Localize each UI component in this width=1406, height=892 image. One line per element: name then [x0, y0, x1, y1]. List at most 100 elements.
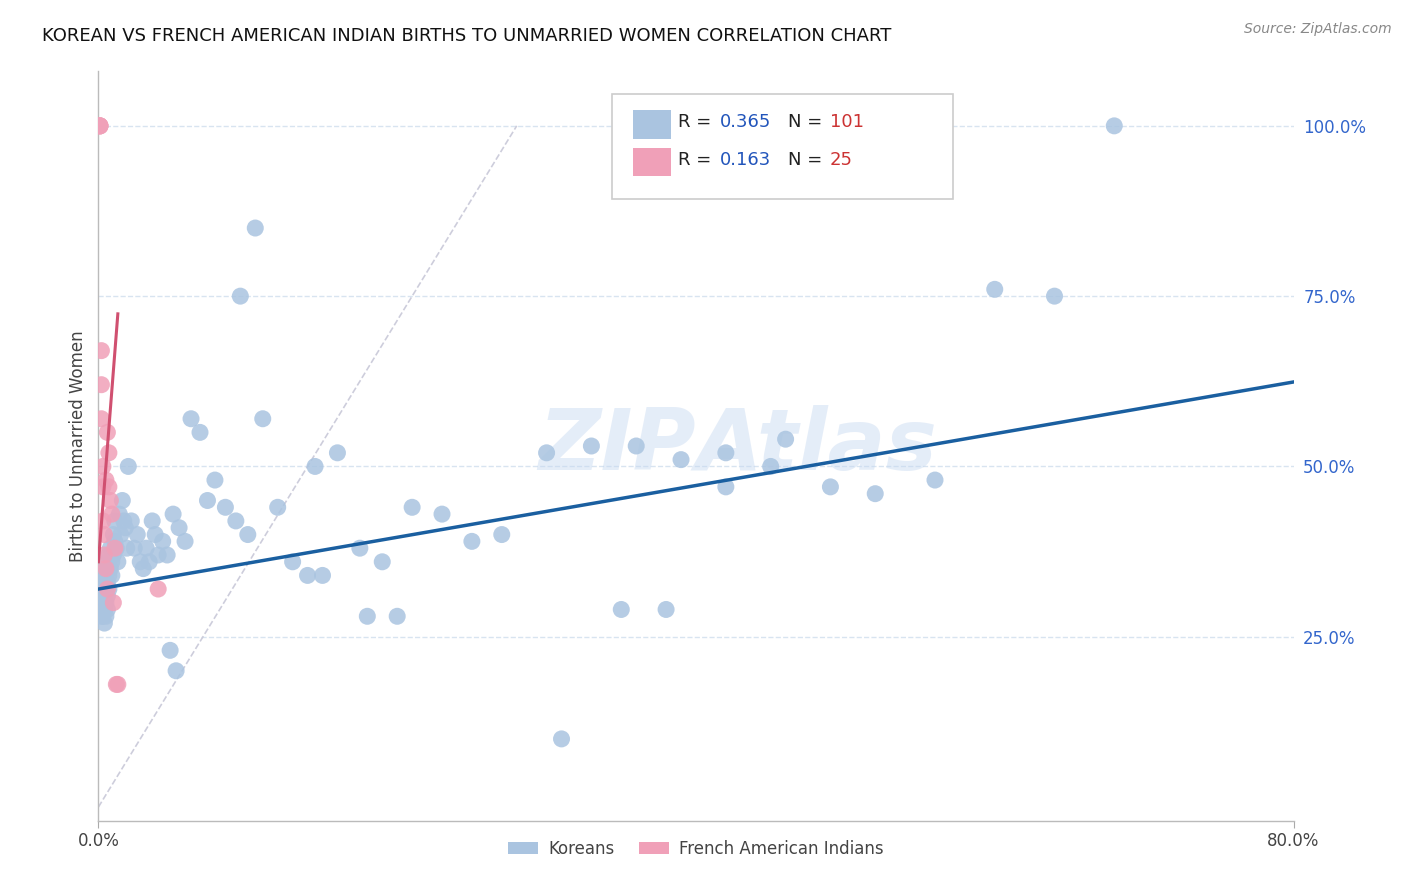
Point: [108, 507, 131, 521]
Point: [820, 480, 842, 494]
Point: [105, 677, 128, 691]
Point: [252, 411, 274, 425]
Point: [91, 609, 114, 624]
Point: [162, 507, 184, 521]
Point: [96, 582, 118, 596]
Point: [94, 473, 117, 487]
Point: [96, 425, 118, 440]
Point: [188, 425, 211, 440]
Point: [430, 507, 453, 521]
Point: [156, 548, 179, 562]
Point: [626, 439, 648, 453]
Point: [385, 609, 409, 624]
Point: [103, 596, 125, 610]
Point: [152, 534, 174, 549]
Point: [984, 282, 1007, 296]
Point: [304, 459, 326, 474]
Point: [115, 541, 138, 556]
Point: [371, 555, 394, 569]
Point: [197, 493, 219, 508]
Point: [236, 527, 259, 541]
Point: [93, 616, 115, 631]
Point: [214, 500, 236, 515]
Point: [89, 119, 111, 133]
Point: [93, 575, 115, 590]
Text: KOREAN VS FRENCH AMERICAN INDIAN BIRTHS TO UNMARRIED WOMEN CORRELATION CHART: KOREAN VS FRENCH AMERICAN INDIAN BIRTHS …: [42, 27, 891, 45]
Point: [204, 473, 226, 487]
Point: [148, 548, 170, 562]
Point: [127, 527, 149, 541]
Point: [138, 555, 160, 569]
Point: [924, 473, 946, 487]
Point: [129, 555, 152, 569]
Point: [97, 446, 120, 460]
Point: [96, 589, 118, 603]
Point: [1043, 289, 1066, 303]
Point: [89, 596, 111, 610]
Point: [112, 514, 135, 528]
Point: [104, 514, 127, 528]
Point: [93, 548, 115, 562]
Text: Source: ZipAtlas.com: Source: ZipAtlas.com: [1244, 22, 1392, 37]
FancyBboxPatch shape: [633, 148, 671, 177]
Point: [135, 541, 157, 556]
Point: [132, 561, 155, 575]
Point: [90, 411, 112, 425]
Point: [90, 589, 112, 603]
Point: [105, 541, 128, 556]
Point: [101, 507, 124, 521]
Point: [356, 609, 378, 624]
Point: [229, 289, 252, 303]
Point: [98, 493, 122, 508]
Point: [91, 596, 114, 610]
Point: [225, 514, 247, 528]
Point: [159, 643, 181, 657]
Point: [97, 568, 120, 582]
Point: [143, 527, 166, 541]
Point: [267, 500, 290, 515]
Point: [165, 664, 187, 678]
Text: Atlas: Atlas: [696, 404, 938, 488]
Point: [89, 602, 111, 616]
Point: [124, 541, 146, 556]
Point: [101, 568, 124, 582]
Point: [93, 602, 115, 616]
Text: 0.163: 0.163: [720, 151, 770, 169]
Point: [103, 548, 125, 562]
Point: [89, 119, 111, 133]
Point: [94, 582, 117, 596]
Point: [349, 541, 371, 556]
Point: [97, 582, 120, 596]
Point: [107, 677, 129, 691]
Point: [114, 521, 136, 535]
Point: [96, 555, 118, 569]
Point: [104, 534, 127, 549]
Point: [111, 493, 134, 508]
Point: [89, 119, 111, 133]
Point: [90, 343, 112, 358]
Point: [110, 527, 132, 541]
Point: [655, 602, 678, 616]
FancyBboxPatch shape: [613, 94, 953, 199]
Point: [117, 459, 139, 474]
Point: [610, 602, 633, 616]
Point: [120, 514, 142, 528]
Text: N =: N =: [787, 151, 828, 169]
Text: ZIP: ZIP: [538, 404, 696, 488]
Point: [714, 446, 737, 460]
Point: [311, 568, 333, 582]
Point: [759, 459, 782, 474]
Point: [714, 480, 737, 494]
Y-axis label: Births to Unmarried Women: Births to Unmarried Women: [69, 330, 87, 562]
Point: [104, 541, 127, 556]
Point: [174, 534, 197, 549]
Point: [89, 582, 111, 596]
Point: [89, 119, 111, 133]
Text: 0.365: 0.365: [720, 113, 772, 131]
Point: [96, 575, 118, 590]
Point: [581, 439, 603, 453]
Point: [550, 731, 572, 746]
FancyBboxPatch shape: [633, 111, 671, 139]
Point: [97, 480, 120, 494]
Legend: Koreans, French American Indians: Koreans, French American Indians: [502, 833, 890, 864]
